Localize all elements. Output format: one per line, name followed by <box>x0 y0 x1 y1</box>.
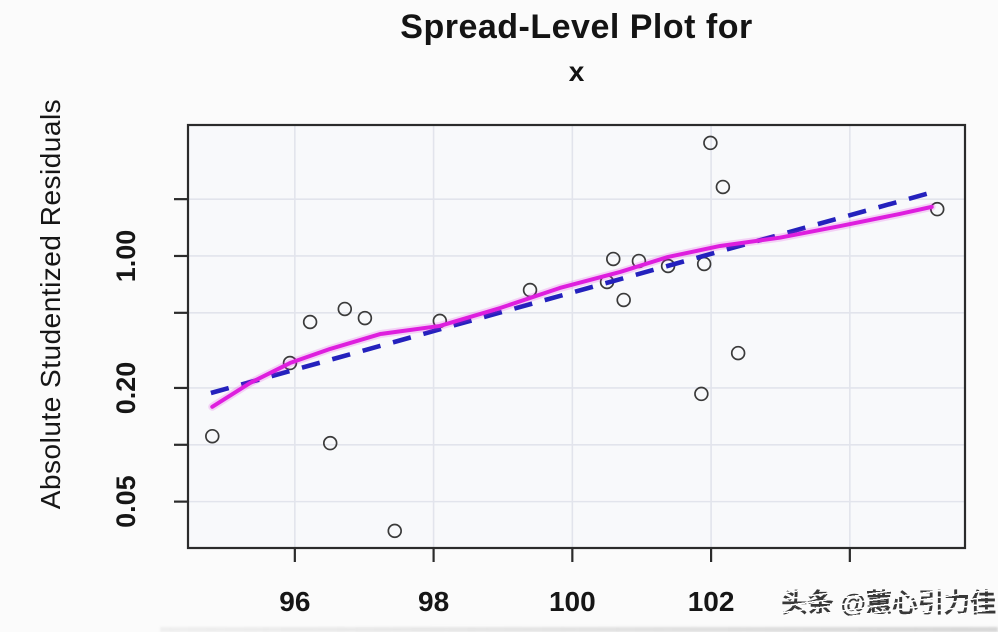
data-point <box>715 179 731 195</box>
plot-border <box>186 123 967 550</box>
data-point <box>616 292 631 308</box>
data-point <box>337 301 353 317</box>
watermark-text: 头条 @蕙心引力佳 <box>766 583 996 620</box>
data-point <box>282 355 298 371</box>
data-point <box>205 428 220 444</box>
y-tick-label: 1.00 <box>111 230 141 283</box>
data-point <box>357 310 373 326</box>
data-point <box>322 435 338 451</box>
lowess-line <box>210 204 934 409</box>
plot-background <box>188 125 965 548</box>
y-tick-label: 0.05 <box>111 475 141 528</box>
x-tick-label: 96 <box>279 586 310 617</box>
data-point <box>929 201 945 217</box>
data-point <box>694 386 709 402</box>
data-point <box>387 523 402 539</box>
y-tick-label: 0.20 <box>111 362 141 415</box>
data-point <box>730 345 746 361</box>
chart-subtitle: x <box>568 56 585 87</box>
data-point <box>606 251 621 267</box>
x-tick-label: 102 <box>688 586 735 617</box>
photo-edge-artifact <box>160 627 998 632</box>
data-point <box>302 314 318 330</box>
x-tick-label: 100 <box>549 586 596 617</box>
chart-title: Spread-Level Plot for <box>400 8 753 46</box>
x-tick-label: 98 <box>418 586 449 617</box>
data-point <box>703 135 718 151</box>
